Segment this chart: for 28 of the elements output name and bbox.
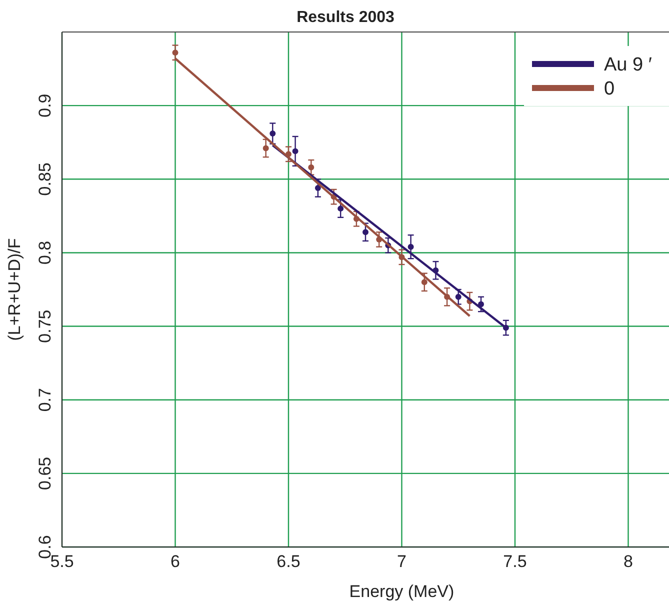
legend-label: 0 — [604, 78, 615, 100]
x-tick-label: 5.5 — [50, 552, 74, 572]
x-tick-label: 7.5 — [503, 552, 527, 572]
x-axis-title: Energy (MeV) — [349, 582, 454, 601]
point — [308, 164, 314, 170]
y-tick-label: 0.7 — [35, 388, 54, 412]
point — [362, 229, 368, 236]
y-tick-label: 0.85 — [35, 162, 54, 196]
y-tick-label: 0.65 — [35, 456, 54, 490]
point — [292, 148, 298, 154]
y-tick-label: 0.8 — [35, 240, 54, 265]
x-tick-label: 6 — [170, 552, 180, 572]
x-tick-label: 6.5 — [276, 552, 300, 572]
chart-title: Results 2003 — [296, 9, 395, 26]
x-tick-label: 7 — [397, 552, 406, 572]
y-axis-title: (L+R+U+D)/F — [5, 238, 24, 341]
point — [172, 50, 178, 56]
y-tick-label: 0.9 — [35, 94, 54, 118]
y-tick-label: 0.75 — [35, 310, 54, 343]
point — [314, 184, 321, 191]
point — [338, 206, 344, 212]
point — [455, 294, 462, 300]
x-tick-label: 8 — [623, 552, 633, 572]
point — [421, 279, 428, 286]
point — [270, 130, 276, 137]
legend-label: Au 9 ′ — [604, 54, 652, 76]
point — [408, 244, 414, 250]
point — [262, 145, 269, 152]
